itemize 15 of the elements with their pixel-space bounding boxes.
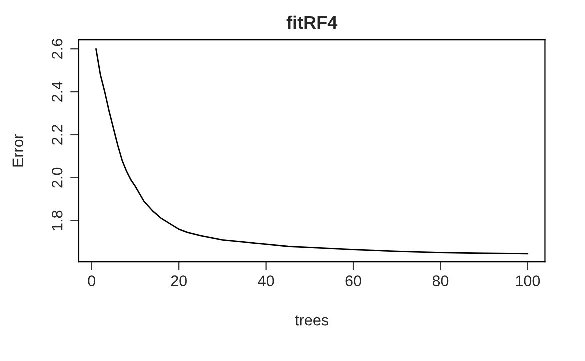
- y-tick-label: 2.4: [52, 82, 63, 102]
- x-tick-label: 40: [258, 276, 274, 286]
- y-tick-label: 2.2: [52, 125, 63, 145]
- x-tick-label: 80: [432, 276, 449, 286]
- x-tick-label: 0: [88, 276, 96, 286]
- line-series: [96, 48, 529, 255]
- x-tick-label: 20: [171, 276, 187, 286]
- y-tick-label: 1.8: [52, 210, 63, 230]
- x-tick-label: 60: [346, 276, 362, 286]
- y-axis-title: Error: [12, 134, 24, 167]
- x-tick-label: 100: [516, 276, 540, 286]
- chart-title: fitRF4: [286, 16, 338, 30]
- x-axis-title: trees: [295, 316, 329, 326]
- y-tick-label: 2.0: [52, 168, 63, 188]
- y-tick-label: 2.6: [52, 39, 63, 59]
